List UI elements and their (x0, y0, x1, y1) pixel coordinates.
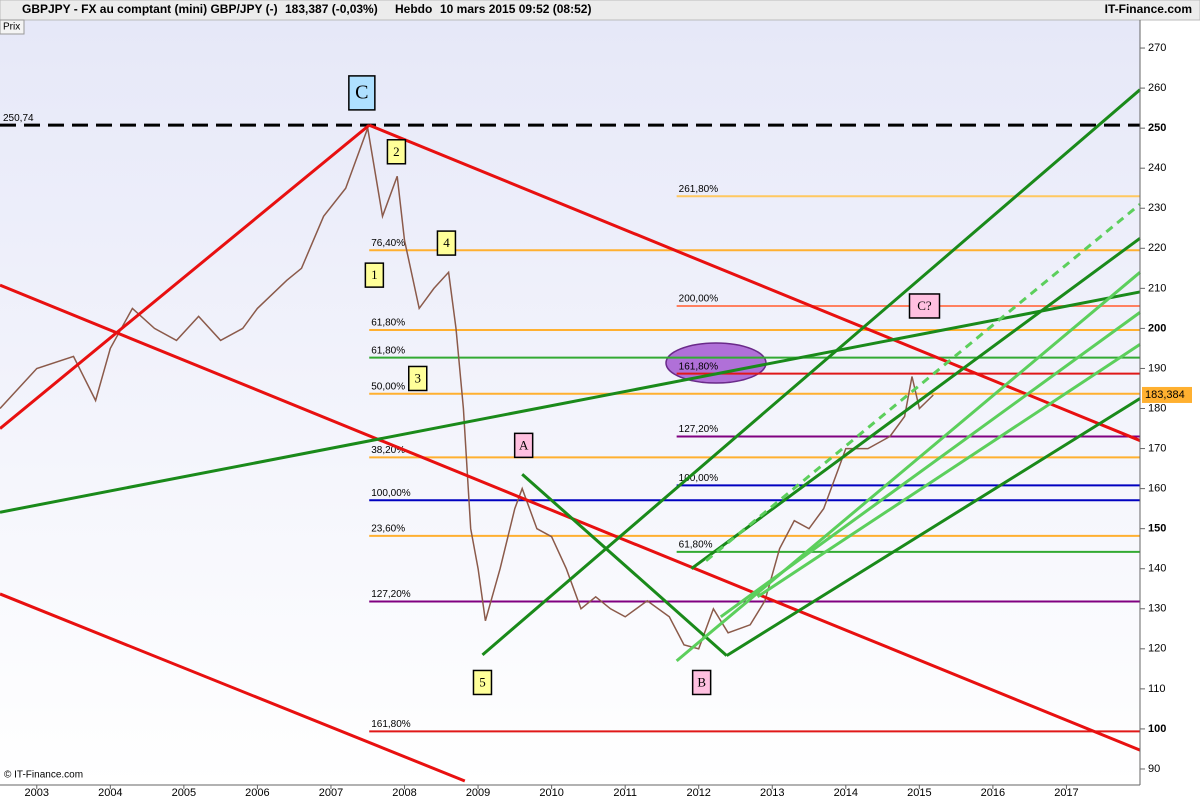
x-tick-label: 2004 (98, 787, 122, 799)
brand: IT-Finance.com (1105, 2, 1192, 16)
x-tick-label: 2011 (613, 787, 637, 799)
fib-label: 61,80% (679, 540, 713, 551)
fib-label: 61,80% (371, 345, 405, 356)
y-tick-label: 270 (1148, 42, 1166, 54)
fib-label: 100,00% (371, 488, 411, 499)
x-tick-label: 2009 (466, 787, 490, 799)
wave-label: C? (917, 298, 932, 313)
y-tick-label: 260 (1148, 82, 1166, 94)
y-tick-label: 200 (1148, 322, 1166, 334)
trendline (521, 473, 728, 657)
y-tick-label: 140 (1148, 563, 1166, 575)
fib-label: 261,80% (679, 184, 719, 195)
y-tick-label: 150 (1148, 523, 1166, 535)
instrument: GBPJPY - FX au comptant (mini) GBP/JPY (… (22, 2, 278, 16)
fib-label: 76,40% (371, 238, 405, 249)
fib-label: 200,00% (679, 294, 719, 305)
x-tick-label: 2012 (686, 787, 710, 799)
trendline (690, 237, 1141, 570)
y-tick-label: 210 (1148, 282, 1166, 294)
trendline (0, 124, 371, 430)
wave-label-box (436, 230, 457, 256)
x-tick-label: 2016 (981, 787, 1005, 799)
y-tick-label: 90 (1148, 763, 1160, 775)
fib-label: 127,20% (371, 589, 411, 600)
fib-label: 100,00% (679, 473, 719, 484)
wave-label: 4 (443, 235, 450, 250)
x-tick-label: 2003 (25, 787, 49, 799)
wave-label: C (355, 81, 368, 103)
price-tag (1142, 386, 1192, 403)
trendline (0, 592, 466, 783)
quote: 183,387 (-0,03%) (285, 2, 378, 16)
y-tick-label: 170 (1148, 442, 1166, 454)
y-tick-label: 240 (1148, 162, 1166, 174)
trendline (725, 397, 1141, 657)
wave-label: A (519, 437, 529, 452)
x-tick-label: 2010 (539, 787, 563, 799)
fib-label: 50,00% (371, 381, 405, 392)
trendline (0, 290, 1141, 514)
wave-label-box (348, 75, 376, 111)
wave-label-box (386, 139, 407, 165)
fib-label: 61,80% (371, 318, 405, 329)
wave-label-box (691, 669, 712, 696)
wave-label-box (908, 293, 941, 319)
fib-label: 38,20% (371, 445, 405, 456)
x-tick-label: 2014 (834, 787, 858, 799)
top-level-label: 250,74 (3, 113, 34, 124)
period: Hebdo (395, 2, 432, 16)
y-tick-label: 130 (1148, 603, 1166, 615)
trendline (481, 88, 1141, 656)
x-tick-label: 2013 (760, 787, 784, 799)
trendline (719, 311, 1141, 618)
y-tick-label: 100 (1148, 723, 1166, 735)
y-tick-label: 230 (1148, 202, 1166, 214)
wave-label-box (472, 669, 493, 696)
y-label-box (0, 19, 25, 35)
x-tick-label: 2017 (1054, 787, 1078, 799)
fib-label: 161,80% (371, 719, 411, 730)
x-tick-label: 2005 (172, 787, 196, 799)
trendline (705, 203, 1141, 562)
wave-label: 2 (393, 144, 400, 159)
trendline (368, 123, 1141, 442)
y-tick-label: 160 (1148, 483, 1166, 495)
fib-label: 161,80% (679, 361, 719, 372)
y-label: Prix (3, 22, 20, 33)
y-tick-label: 190 (1148, 362, 1166, 374)
drawing-layer: 250,74261,80%200,00%161,80%127,20%100,00… (0, 75, 1141, 783)
trendline (675, 271, 1141, 662)
price-line (0, 125, 934, 650)
wave-label-box (513, 432, 534, 459)
fib-label: 23,60% (371, 524, 405, 535)
fib-label: 127,20% (679, 424, 719, 435)
copyright: © IT-Finance.com (4, 770, 83, 781)
y-tick-label: 110 (1148, 683, 1166, 695)
x-tick-label: 2015 (907, 787, 931, 799)
wave-label: 5 (479, 674, 486, 689)
wave-label: 1 (371, 267, 378, 282)
wave-label-box (408, 365, 428, 392)
y-tick-label: 220 (1148, 242, 1166, 254)
x-tick-label: 2007 (319, 787, 343, 799)
x-tick-label: 2008 (392, 787, 416, 799)
y-tick-label: 120 (1148, 643, 1166, 655)
wave-label-box (364, 262, 385, 288)
header-bar (0, 0, 1200, 21)
date: 10 mars 2015 09:52 (08:52) (440, 2, 591, 16)
wave-label: 3 (415, 370, 422, 385)
y-tick-label: 180 (1148, 402, 1166, 414)
y-tick-label: 250 (1148, 122, 1166, 134)
trendline (756, 343, 1141, 599)
price-tag-label: 183,384 (1145, 389, 1185, 401)
x-tick-label: 2006 (245, 787, 269, 799)
wave-label: B (697, 674, 706, 689)
